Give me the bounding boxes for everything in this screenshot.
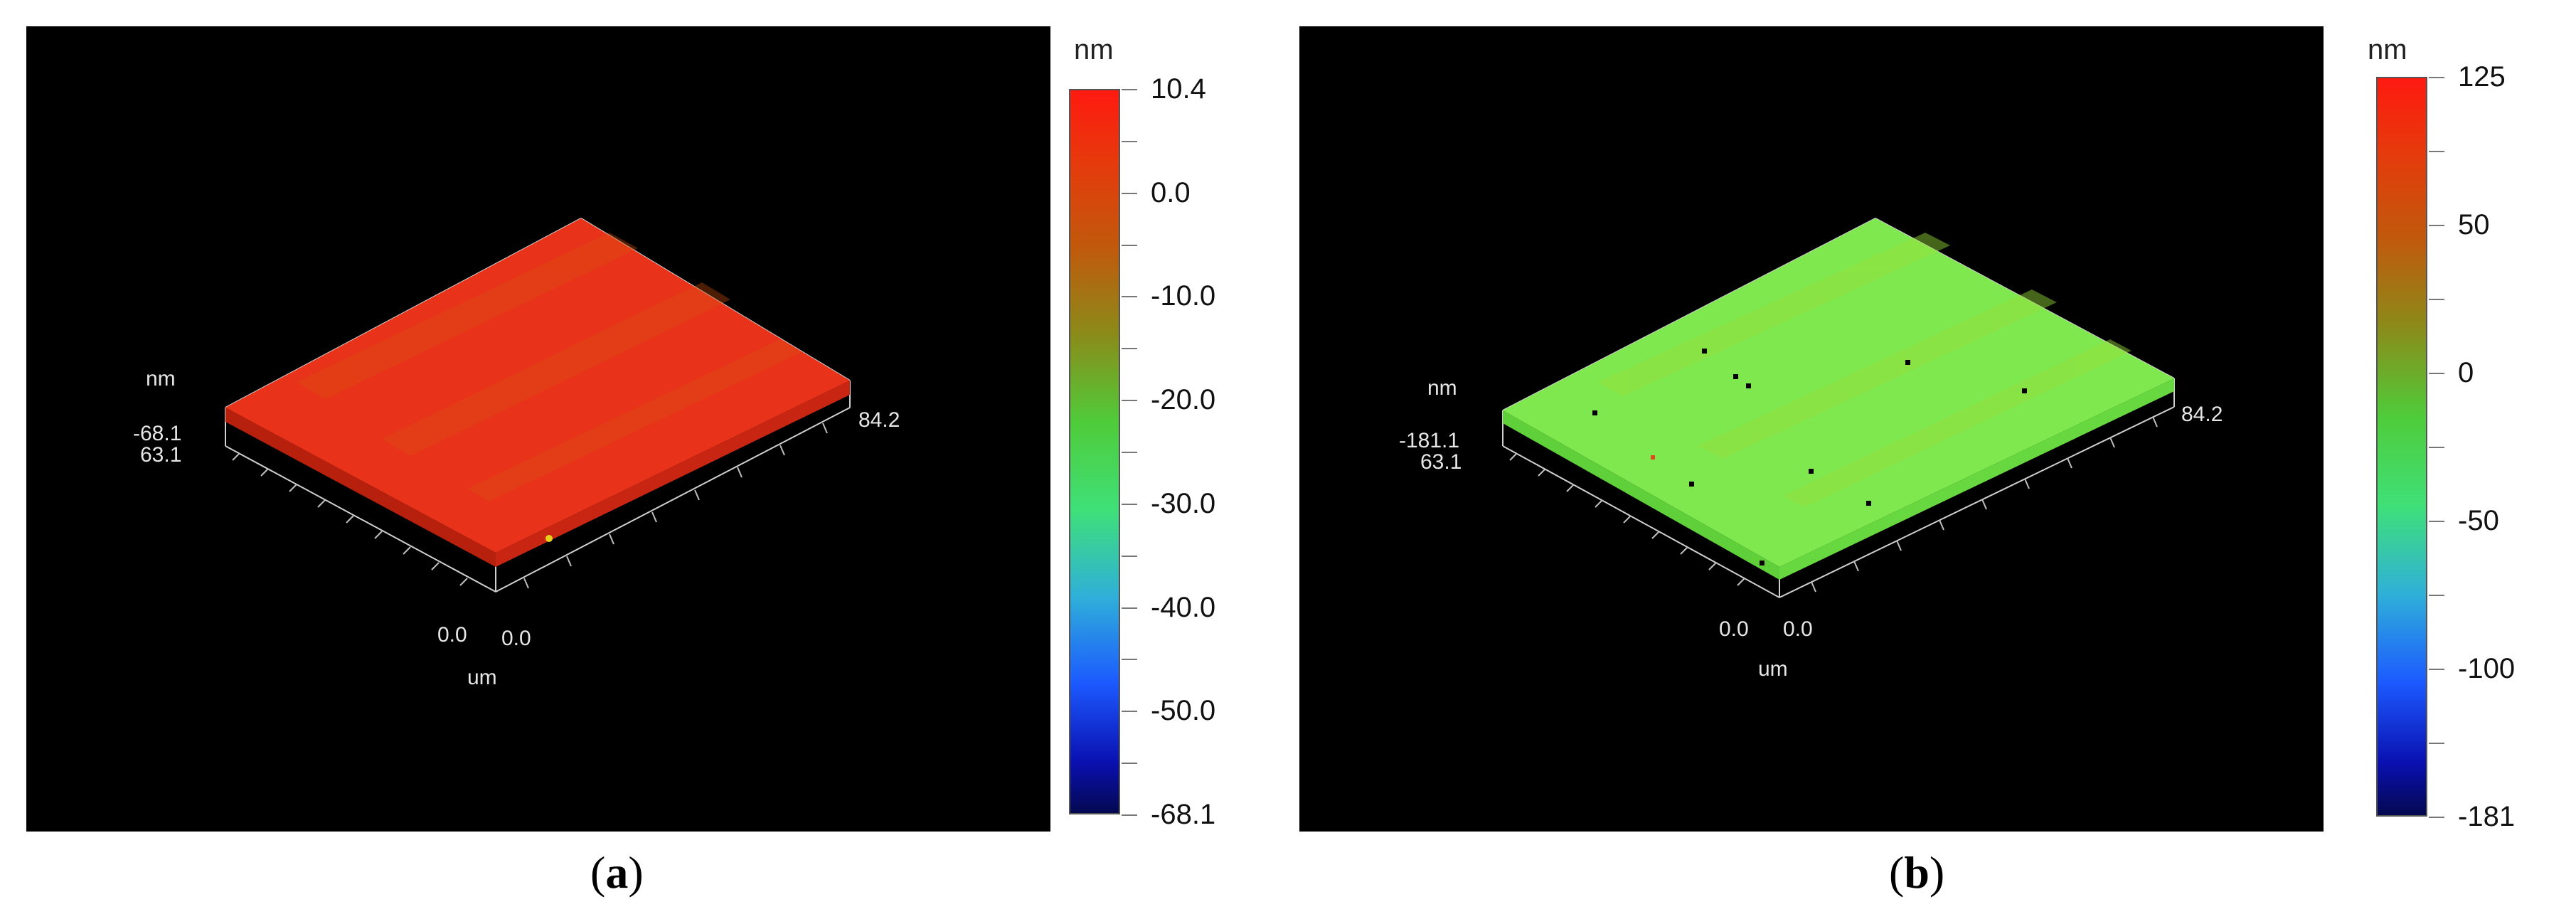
colorbar-minor-tick: [1122, 607, 1137, 609]
colorbar-minor-tick: [2429, 225, 2444, 226]
afm-3d-plot-b: nm -181.1 63.1 84.2 0.0 0.0 um: [1299, 26, 2324, 832]
y-extent-label-a: 63.1: [140, 443, 181, 467]
colorbar-minor-tick: [2429, 817, 2444, 818]
colorbar-minor-tick: [2429, 447, 2444, 448]
colorbar-minor-tick: [2429, 595, 2444, 596]
panel-caption-b: (b): [1889, 847, 1945, 898]
colorbar-tick-label: 125: [2458, 61, 2506, 92]
panel-caption-a: (a): [590, 847, 644, 898]
colorbar-minor-tick: [2429, 669, 2444, 670]
colorbar-minor-tick: [1122, 659, 1137, 661]
colorbar-minor-tick: [1122, 244, 1137, 246]
origin-y-label-b: 0.0: [1719, 617, 1749, 641]
surface-top-a: [225, 218, 850, 553]
colorbar-minor-tick: [1122, 763, 1137, 765]
z-min-label-a: -68.1: [133, 422, 181, 445]
colorbar-gradient-a: [1069, 89, 1120, 814]
z-unit-label-a: nm: [146, 367, 176, 391]
origin-y-label-a: 0.0: [437, 623, 467, 647]
origin-x-label-b: 0.0: [1783, 617, 1813, 641]
colorbar-tick-label: -181: [2458, 801, 2516, 832]
colorbar-minor-tick: [1122, 140, 1137, 142]
colorbar-unit-b: nm: [2368, 34, 2407, 65]
colorbar-minor-tick: [1122, 555, 1137, 557]
colorbar-tick-label: -50: [2458, 505, 2499, 536]
colorbar-tick-label: 50: [2458, 209, 2490, 240]
panel-a: nm -68.1 63.1 84.2 0.0 0.0 um nm 10.4 0.0…: [26, 26, 1216, 898]
colorbar-tick-label: -40.0: [1151, 591, 1216, 623]
colorbar-minor-tick: [1122, 711, 1137, 713]
afm-surface-svg-b: nm -181.1 63.1 84.2 0.0 0.0 um: [1399, 218, 2223, 681]
colorbar-tick-label: -50.0: [1151, 695, 1216, 727]
colorbar-minor-tick: [1122, 400, 1137, 402]
colorbar-minor-tick: [2429, 299, 2444, 300]
xy-unit-label-b: um: [1758, 657, 1788, 681]
colorbar-unit-a: nm: [1074, 34, 1114, 65]
colorbar-tick-label: -20.0: [1151, 384, 1216, 416]
colorbar-tick-label: -30.0: [1151, 487, 1216, 519]
surface-top-b: [1503, 218, 2174, 567]
y-extent-label-b: 63.1: [1420, 450, 1462, 474]
colorbar-minor-tick: [2429, 743, 2444, 744]
colorbar-minor-tick: [1122, 89, 1137, 90]
colorbar-minor-tick: [1122, 452, 1137, 453]
colorbar-minor-tick: [1122, 296, 1137, 298]
colorbar-minor-tick: [2429, 151, 2444, 152]
x-extent-label-a: 84.2: [858, 408, 900, 432]
x-extent-label-b: 84.2: [2181, 403, 2223, 426]
colorbar-tick-label: -10.0: [1151, 280, 1216, 312]
colorbar-minor-tick: [1122, 503, 1137, 505]
afm-surface-svg-a: nm -68.1 63.1 84.2 0.0 0.0 um: [133, 218, 900, 689]
z-min-label-b: -181.1: [1399, 429, 1459, 452]
z-unit-label-b: nm: [1427, 376, 1457, 400]
colorbar-tick-label: -68.1: [1151, 799, 1216, 830]
colorbar-minor-tick: [2429, 373, 2444, 374]
colorbar-minor-tick: [1122, 348, 1137, 350]
surface-defects-b: [1592, 349, 2027, 565]
afm-3d-plot-a: nm -68.1 63.1 84.2 0.0 0.0 um: [26, 26, 1050, 832]
colorbar-tick-label: 10.4: [1151, 73, 1206, 105]
colorbar-minor-tick: [2429, 521, 2444, 522]
colorbar-tick-label: 0: [2458, 357, 2474, 388]
colorbar-tick-label: 0.0: [1151, 176, 1191, 208]
colorbar-minor-tick: [1122, 192, 1137, 194]
origin-x-label-a: 0.0: [501, 627, 531, 650]
colorbar-tick-label: -100: [2458, 653, 2516, 684]
colorbar-gradient-b: [2376, 77, 2427, 817]
panel-b: nm -181.1 63.1 84.2 0.0 0.0 um nm 125 50 0…: [1288, 0, 2576, 924]
colorbar-minor-tick: [2429, 77, 2444, 78]
colorbar-a: [1069, 89, 1120, 814]
colorbar-b: [2376, 77, 2427, 817]
xy-unit-label-a: um: [467, 666, 497, 689]
colorbar-minor-tick: [1122, 814, 1137, 816]
